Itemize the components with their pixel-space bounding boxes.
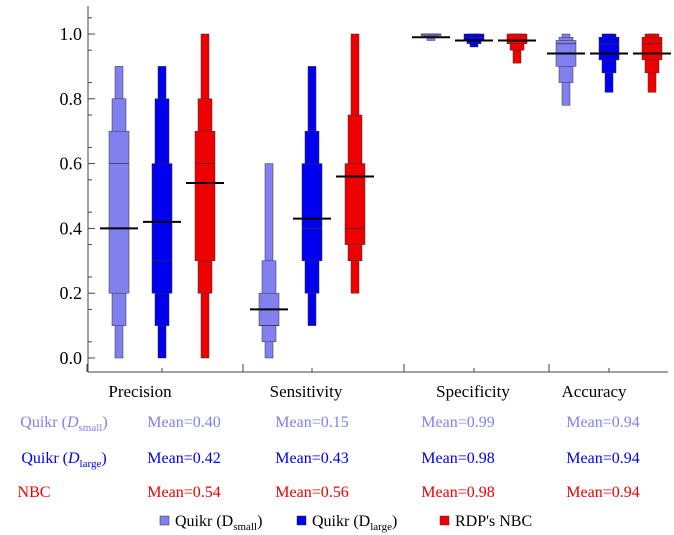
y-tick-label: 0.4 (60, 218, 83, 238)
legend-item: Quikr (Dlarge) (296, 513, 397, 533)
box-1-0 (143, 66, 181, 359)
core-band (506, 33, 528, 44)
mean-value-label: Mean=0.94 (566, 484, 639, 501)
mean-value-label: Mean=0.40 (147, 414, 220, 431)
row-label: Quikr (Dsmall) (20, 414, 107, 434)
mean-value-label: Mean=0.56 (275, 484, 348, 501)
box-2-3 (633, 33, 671, 93)
category-label: Accuracy (561, 382, 627, 401)
mean-value-label: Mean=0.15 (275, 414, 348, 431)
box-1-2 (455, 33, 493, 48)
mean-value-label: Mean=0.94 (566, 414, 639, 431)
box-0-0 (100, 66, 138, 359)
mean-value-label: Mean=0.98 (421, 484, 494, 501)
box-1-1 (293, 66, 331, 326)
axes: 0.0 0.2 0.4 0.6 0.8 1.0 Precision Sensitivity Sp… (60, 6, 668, 401)
mean-value-label: Mean=0.94 (566, 450, 639, 467)
legend-item: RDP's NBC (439, 513, 532, 530)
mean-stats-table: Quikr (Dsmall) Mean=0.40 Mean=0.15 Mean=0.9… (18, 414, 640, 501)
row-label: NBC (18, 484, 51, 501)
box-2-2 (498, 33, 536, 64)
y-tick-label: 0.2 (60, 283, 83, 303)
box-0-1 (250, 163, 288, 359)
legend-label: RDP's NBC (455, 513, 532, 530)
mean-value-label: Mean=0.43 (275, 450, 348, 467)
core-band (598, 36, 620, 61)
y-tick-label: 0.0 (60, 348, 83, 368)
legend-item: Quikr (Dsmall) (159, 513, 262, 533)
mean-value-label: Mean=0.54 (147, 484, 220, 501)
legend-label: Quikr (Dsmall) (175, 513, 262, 533)
box-0-3 (547, 33, 585, 106)
mean-value-label: Mean=0.42 (147, 450, 220, 467)
box-1-3 (590, 33, 628, 93)
core-band (151, 163, 173, 294)
mean-value-label: Mean=0.98 (421, 450, 494, 467)
legend: Quikr (Dsmall) Quikr (Dlarge) RDP's NBC (159, 513, 532, 533)
category-label: Precision (108, 382, 172, 401)
core-band (641, 36, 663, 61)
box-2-0 (186, 33, 224, 359)
row-label: Quikr (Dlarge) (21, 450, 106, 470)
legend-swatch (439, 515, 450, 526)
legend-label: Quikr (Dlarge) (312, 513, 397, 533)
box-0-2 (412, 33, 450, 41)
category-label: Sensitivity (270, 382, 343, 401)
y-tick-label: 1.0 (60, 24, 83, 44)
core-band (344, 163, 366, 245)
y-tick-label: 0.6 (60, 154, 83, 174)
category-label: Specificity (436, 382, 510, 401)
legend-swatch (159, 515, 170, 526)
box-2-1 (336, 33, 374, 294)
core-band (301, 163, 323, 262)
core-band (108, 130, 130, 294)
y-tick-label: 0.8 (60, 89, 83, 109)
legend-swatch (296, 515, 307, 526)
box-plots (100, 33, 671, 359)
core-band (194, 130, 216, 262)
mean-value-label: Mean=0.99 (421, 414, 494, 431)
